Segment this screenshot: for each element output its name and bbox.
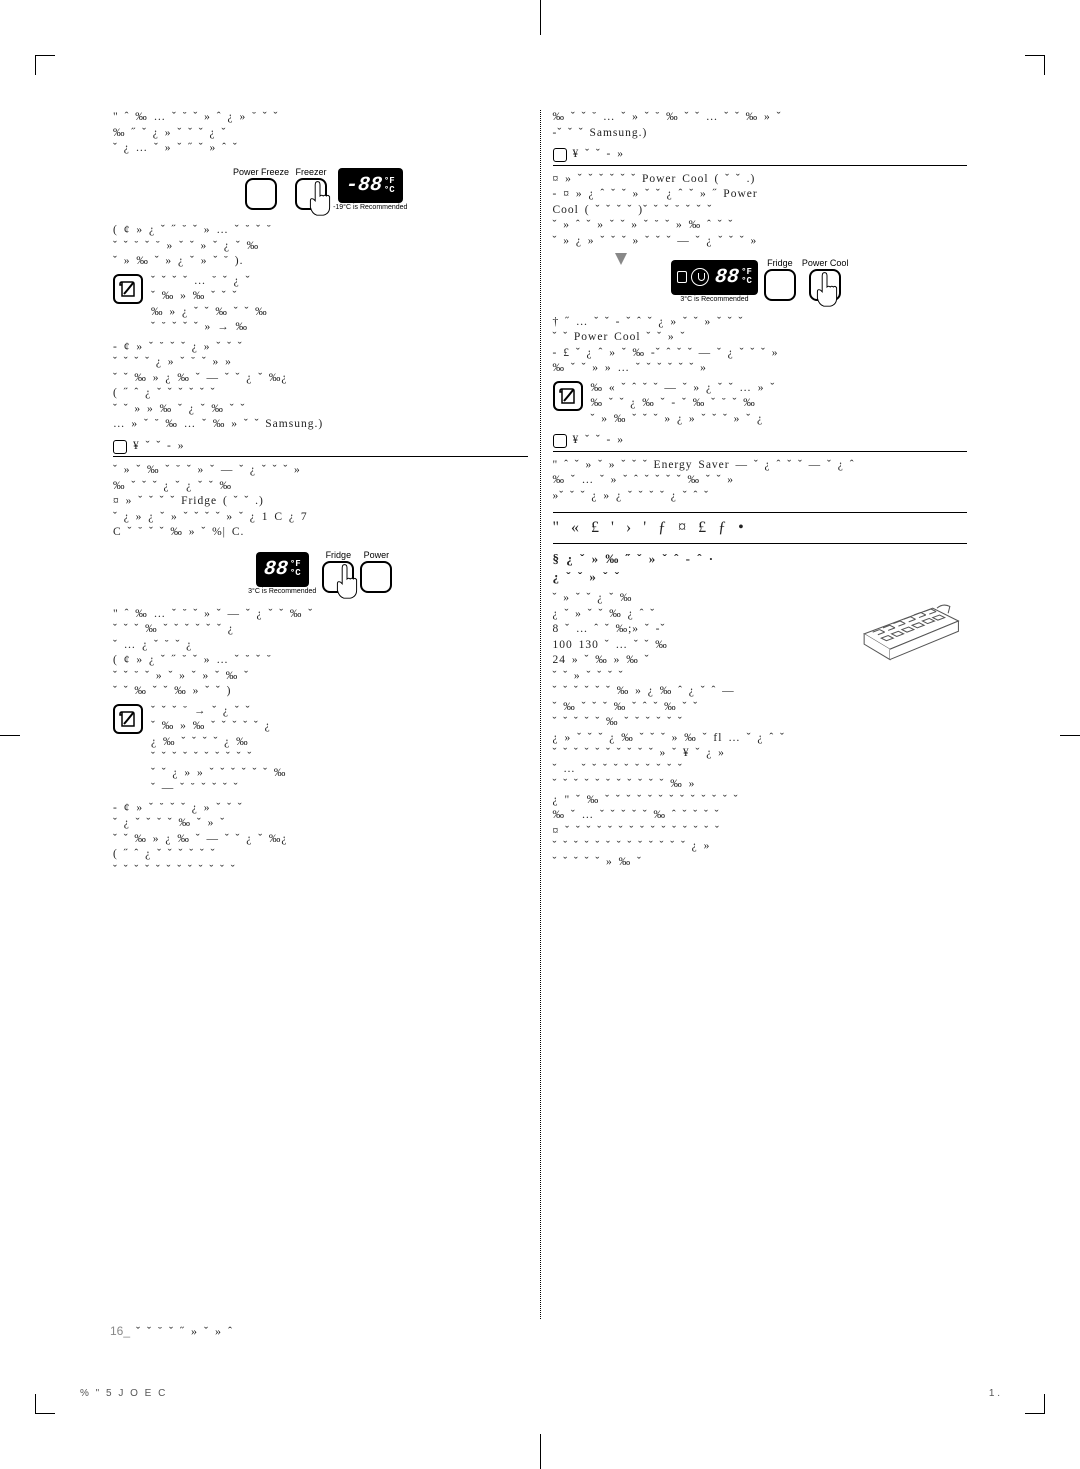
section-band: " « £ ' › ' ƒ ¤ £ ƒ • [553,512,968,544]
crop-mark-tl [35,55,55,75]
power-label: Power [360,549,392,561]
heading-text: ¥ ˇ ˇ - » [573,147,625,163]
section-heading: ¥ ˇ ˇ - » [553,147,968,166]
power-freeze-label: Power Freeze [233,166,289,178]
hand-pointer-icon [330,563,364,603]
right-column: ‰ ˇ ˇ ˘ … ˇ » ˇ ˘ ‰ ˇ ˇ … ˇ ˇ ‰ » ˇ -ˇ ˇ… [545,110,976,1319]
unit-c: °C [741,276,752,286]
body-text: ¤ » ˇ ˇ ˇ ˇ ˇ ˇ Power Cool ( ˇ ˇ .) - ¤ … [553,172,968,250]
page-content: " ˆ ‰ … ˇ ˘ ˇ » ˆ ¿ » ˘ ˇ ˇ ‰ ˝ ˇ ¿ » ˇ … [105,110,975,1319]
body-text: " ˆ ‰ … ˇ ˘ ˇ » ˇ — ˇ ¿ ˇ ˇ ‰ ˇ ˇ ˇ ˇ ‰ … [113,607,528,654]
page-number: 16_ ˇ ˇ ˘ ˇ ˝ » ˇ » ˆ [110,1324,233,1339]
fridge-rec-text: 3°C is Recommended [248,587,316,596]
crop-mark-bl [35,1394,55,1414]
powercool-label: Power Cool [802,257,849,269]
body-text: ‰ ˇ ˇ ˘ … ˇ » ˇ ˘ ‰ ˇ ˇ … ˇ ˇ ‰ » ˇ -ˇ ˇ… [553,110,968,141]
reg-tick-bottom [540,1434,541,1469]
body-text: ( ¢ » ¿ ˇ ˝ ˘ ˇ » … ˇ ˘ ˇ ˘ ˇ ˇ ˘ ˇ » ˇ … [113,653,528,700]
crop-mark-tr [1025,55,1045,75]
footer-left: % " 5 J O E C [80,1388,167,1399]
heading-box-icon [113,440,127,454]
note-text: ˇ ˇ ˇ ˘ → ˇ ¿ ˇ ˇ ˇ ‰ » ‰ ˇ ˇ ˇ ˇ ˇ ¿ ¿ … [151,704,528,797]
unit-c: °C [290,568,301,578]
section-heading: ¥ ˇ ˇ - » [553,433,968,452]
powercool-control-panel: 88 °F°C 3°C is Recommended Fridge Power … [671,257,848,307]
pc-temp: 88 [714,264,740,291]
heading-box-icon [553,148,567,162]
power-button[interactable] [360,561,392,593]
fridge-lcd: 88 °F°C [256,552,309,587]
reg-tick-left [0,735,20,736]
body-text: ( ˝ ˆ ¿ ˇ ˇ ˇ ˇ ˇ ˇ ˇ ˇ » » ‰ ˇ ¿ ˇ ‰ ˇ … [113,386,528,433]
section-heading: ¥ ˇ ˇ - » [113,439,528,458]
body-text: - ¢ » ˇ ˘ ˇ ˇ ¿ » ˇ ˇ ˇ ˇ ˇ ˇ ˇ ¿ » ˇ ˘ … [113,340,528,387]
page-number-suffix: ˇ ˇ ˘ ˇ ˝ » ˇ » ˆ [130,1324,233,1338]
note-text: ˇ ˇ ˇ ˇ … ˘ ˇ ¿ ˇ ˇ ‰ » ‰ ˇ ˇ ˇ ‰ » ¿ ˇ … [151,274,528,336]
fridge-button[interactable] [764,269,796,301]
fridge-control-panel: 88 °F°C 3°C is Recommended Fridge Power [248,549,392,599]
body-text: " ˆ ‰ … ˇ ˘ ˇ » ˆ ¿ » ˘ ˇ ˇ ‰ ˝ ˇ ¿ » ˇ … [113,110,528,157]
note-block: ‰ « ˇ ˆ ˇ ˇ — ˇ » ¿ ˇ ˇ … » ˇ ‰ ˇ ˇ ¿ ‰ … [553,381,968,428]
hand-pointer-icon [810,271,844,311]
heading-text: ¥ ˇ ˇ - » [573,433,625,449]
freezer-rec-text: -19°C is Recommended [333,203,407,212]
freezer-temp: -88 [345,172,383,199]
body-text: ( ¢ » ¿ ˇ ˝ ˘ ˇ » … ˇ ˘ ˇ ˘ ˇ ˇ ˘ ˇ ˘ » … [113,223,528,270]
powercool-lcd: 88 °F°C [671,260,758,295]
power-freeze-button[interactable] [245,178,277,210]
note-text: ‰ « ˇ ˆ ˇ ˇ — ˇ » ¿ ˇ ˇ … » ˇ ‰ ˇ ˇ ¿ ‰ … [591,381,968,428]
freezer-lcd: -88 °F°C [338,168,403,203]
hand-pointer-icon [303,180,337,220]
arrow-down-icon [615,253,627,265]
crop-mark-br [1025,1394,1045,1414]
ice-tray-icon [847,591,967,668]
reg-tick-top [540,0,541,35]
note-icon [113,274,143,304]
body-text: ˇ ˇ ˇ ˇ ˇ ˇ ‰ » ¿ ‰ ˆ ¿ ˇ ˆ — ˇ ‰ ˇ ˇ ˇ … [553,684,968,870]
subheading: § ¿ ˇ » ‰ ˝ ˇ » ˇ ˆ - ˆ · ¿ ˇ ˇ » ˇ ˇ [553,550,968,585]
band-text: " « £ ' › ' ƒ ¤ £ ƒ • [553,519,747,536]
note-block: ˇ ˇ ˇ ˘ → ˇ ¿ ˇ ˇ ˇ ‰ » ‰ ˇ ˇ ˇ ˇ ˇ ¿ ¿ … [113,704,528,797]
heading-text: ¥ ˇ ˇ - » [133,439,185,455]
body-text: † ˝ … ˇ ˇ - ˇ ˆ ˇ ¿ » ˇ ˇ » ˇ ˇ ˇ ˇ ˇ Po… [553,315,968,377]
fridge-label: Fridge [764,257,796,269]
pc-rec-text: 3°C is Recommended [671,295,758,304]
note-icon [553,381,583,411]
note-icon [113,704,143,734]
freezer-control-panel: Power Freeze Freezer -88 °F°C -19°C is R… [233,166,407,216]
footer-right: 1 . [989,1388,1000,1399]
freezer-label: Freezer [295,166,327,178]
heading-box-icon [553,434,567,448]
page-number-value: 16_ [110,1324,130,1338]
body-text: ( ˝ ˆ ¿ ˇ ˇ ˇ ˇ ˇ ˇ ˇ ˇ ˇ ˇ ˇ ˇ ˇ ˇ ˇ ˇ … [113,847,528,878]
unit-c: °C [384,185,395,195]
left-column: " ˆ ‰ … ˇ ˘ ˇ » ˆ ¿ » ˘ ˇ ˇ ‰ ˝ ˇ ¿ » ˇ … [105,110,536,1319]
fridge-label: Fridge [322,549,354,561]
body-text: - ¢ » ˇ ˘ ˇ ˇ ¿ » ˇ ˇ ˇ ˇ ¿ ˇ ˇ ˇ ˇ ‰ ˇ … [113,801,528,848]
mini-indicator [677,271,687,283]
body-text: ˇ » ˇ ˇ ¿ ˇ ‰ ¿ ˇ » ˇ ˇ ‰ ¿ ˆ ˇ 8 ˇ … ˆ … [553,591,840,684]
body-text: ˇ » ˇ ‰ ˇ ˘ ˇ » ˇ — ˇ ¿ ˇ ˇ ˇ » ‰ ˇ ˇ ˇ … [113,463,528,541]
filter-icon [691,268,709,286]
reg-tick-right [1060,735,1080,736]
note-block: ˇ ˇ ˇ ˇ … ˘ ˇ ¿ ˇ ˇ ‰ » ‰ ˇ ˇ ˇ ‰ » ¿ ˇ … [113,274,528,336]
fridge-temp: 88 [263,556,289,583]
body-text: " ˆ ˇ » ˇ » ˇ ˇ ˇ Energy Saver — ˇ ¿ ˆ ˇ… [553,458,968,505]
column-divider [540,110,541,1319]
